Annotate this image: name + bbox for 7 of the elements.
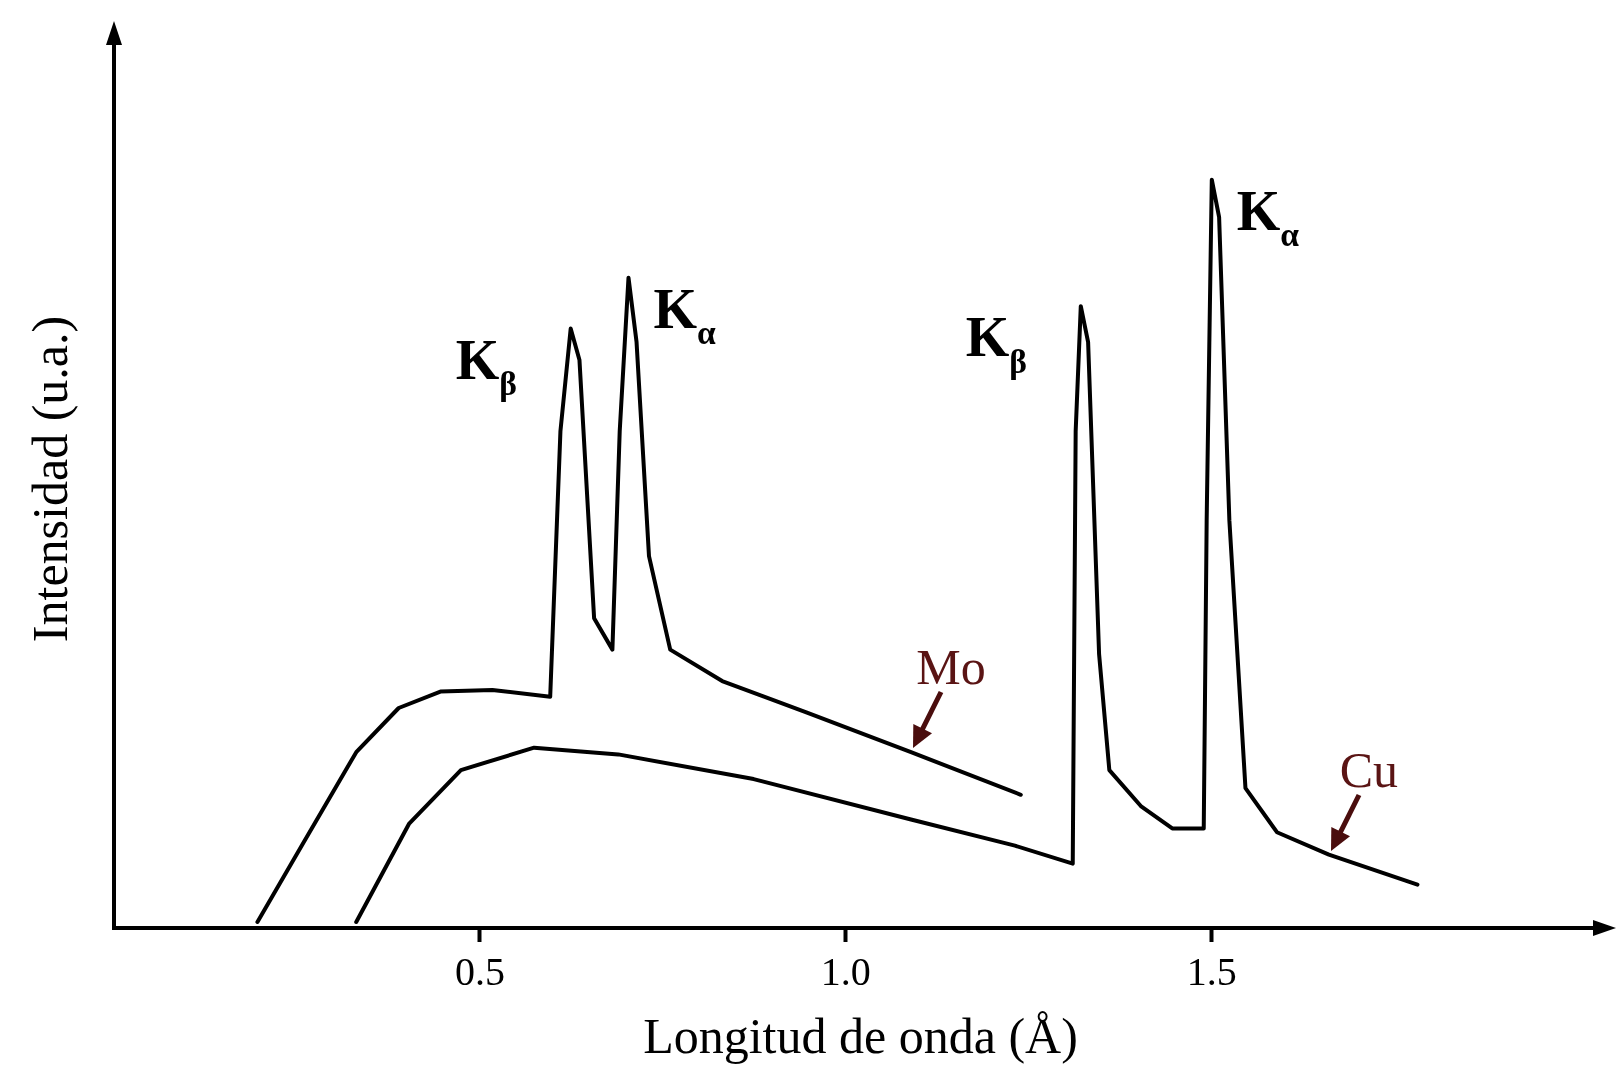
series-label: Mo (916, 639, 986, 696)
x-axis-title: Longitud de onda (Å) (643, 1008, 1078, 1065)
x-tick-label: 1.5 (1186, 948, 1237, 994)
x-tick-label: 0.5 (454, 948, 505, 994)
x-tick-label: 1.0 (820, 948, 871, 994)
y-axis-title: Intensidad (u.a.) (22, 315, 79, 643)
series-label: Cu (1339, 741, 1399, 798)
